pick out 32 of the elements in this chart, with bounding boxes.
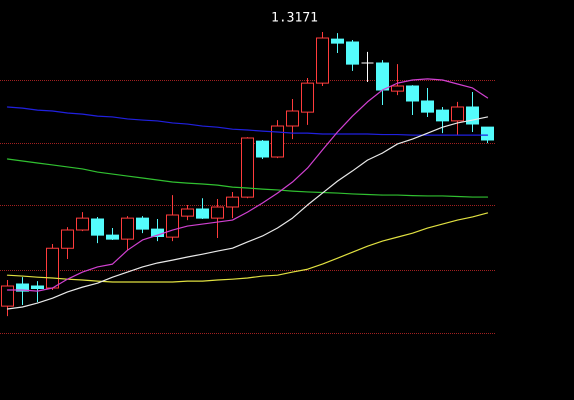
candlestick: [421, 87, 434, 118]
candlestick: [76, 212, 89, 232]
candlestick: [106, 228, 119, 240]
candlestick: [1, 280, 14, 317]
candlestick: [91, 216, 104, 244]
candlestick: [211, 198, 224, 238]
candlestick: [466, 91, 479, 133]
candlestick: [226, 191, 239, 219]
candlestick: [196, 198, 209, 220]
candlestick: [136, 216, 149, 234]
candlestick: [256, 139, 269, 160]
candlestick: [331, 32, 344, 54]
candlestick: [346, 39, 359, 72]
candlestick: [436, 106, 449, 134]
candlestick: [286, 98, 299, 140]
candlestick: [406, 84, 419, 116]
candlestick: [391, 64, 404, 96]
candlestick: [166, 194, 179, 242]
candlestick: [61, 226, 74, 260]
candlestick: [121, 216, 134, 251]
candlestick: [301, 78, 314, 126]
candlestick: [31, 280, 44, 303]
candlestick: [361, 51, 374, 82]
candlestick: [376, 60, 389, 106]
text: 1.3171: [271, 10, 318, 26]
candlestick: [481, 126, 494, 144]
candlestick: [181, 204, 194, 221]
candlestick: [316, 32, 329, 86]
candlestick: [451, 101, 464, 136]
candlestick: [46, 243, 59, 290]
candlestick: [271, 120, 284, 159]
candlestick: [241, 136, 254, 199]
